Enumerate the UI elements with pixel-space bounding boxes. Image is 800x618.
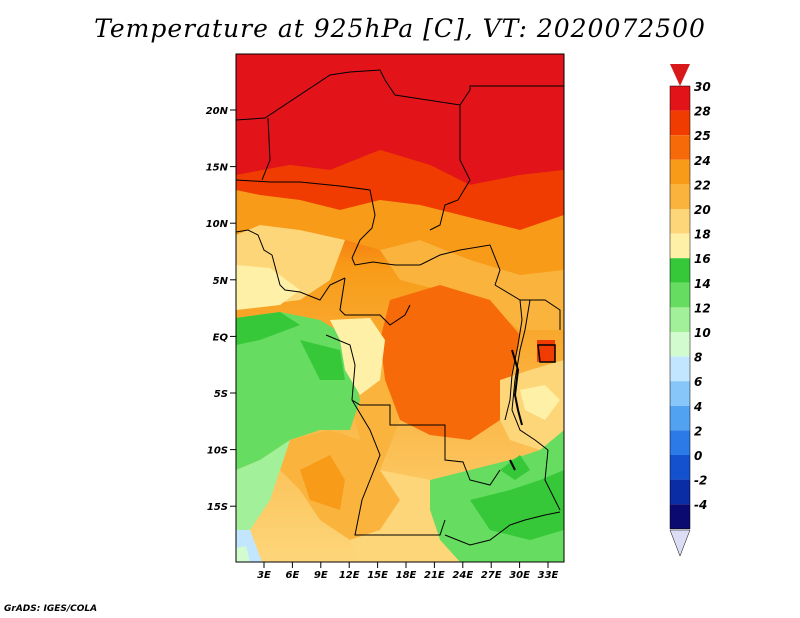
colorbar-swatch (670, 159, 690, 185)
colorbar-swatch (670, 282, 690, 308)
border-lines (236, 69, 564, 546)
colorbar-top-arrow (670, 64, 690, 86)
colorbar-label: 14 (694, 277, 711, 291)
colorbar-label: 6 (694, 375, 702, 389)
colorbar-swatch (670, 233, 690, 259)
colorbar-label: 20 (694, 203, 711, 217)
colorbar-label: 0 (694, 449, 702, 463)
lon-tick-label: 9E (314, 570, 328, 581)
colorbar-swatch (670, 381, 690, 406)
lon-tick-label: 3E (257, 570, 271, 581)
lon-tick-label: 18E (396, 570, 417, 581)
colorbar-label: 22 (694, 178, 711, 192)
colorbar-swatch (670, 356, 690, 382)
lat-tick-label: 15N (206, 163, 229, 174)
colorbar-swatch (670, 110, 690, 136)
latitude-axis: 20N 15N 10N 5N EQ 5S 10S 15S (206, 106, 236, 513)
colorbar-label: 16 (694, 252, 711, 266)
temperature-field (236, 54, 564, 562)
lon-tick-label: 12E (339, 570, 360, 581)
lat-tick-label: EQ (213, 332, 229, 343)
colorbar-label: -2 (694, 474, 707, 488)
colorbar-label: 18 (694, 228, 711, 242)
lon-tick-label: 24E (452, 570, 473, 581)
colorbar-label: -4 (694, 498, 707, 512)
colorbar-swatch (670, 479, 690, 505)
longitude-axis: 3E 6E 9E 12E 15E 18E 21E 24E 27E 30E 33E (257, 562, 559, 581)
lat-tick-label: 10S (207, 446, 228, 457)
colorbar-outline (669, 85, 691, 530)
colorbar-swatch (670, 455, 690, 480)
colorbar-swatch (670, 209, 690, 234)
lat-tick-label: 15S (207, 502, 228, 513)
lat-tick-label: 5S (214, 389, 228, 400)
chart-title: Temperature at 925hPa [C], VT: 202007250… (94, 14, 706, 43)
colorbar-label: 4 (693, 400, 702, 414)
colorbar-label: 28 (694, 105, 711, 119)
lon-tick-label: 6E (286, 570, 300, 581)
colorbar-label: 24 (694, 154, 711, 168)
lon-tick-label: 33E (538, 570, 559, 581)
lat-tick-label: 10N (206, 219, 229, 230)
colorbar-swatch (670, 405, 690, 431)
colorbar-label: 8 (694, 351, 702, 365)
credit-label: GrADS: IGES/COLA (4, 604, 98, 614)
colorbar-swatch (670, 332, 690, 357)
colorbar-label: 2 (694, 424, 702, 438)
lat-tick-label: 20N (206, 106, 229, 117)
colorbar-swatch (670, 86, 690, 111)
colorbar-label: 30 (694, 80, 711, 94)
lon-tick-label: 30E (509, 570, 530, 581)
colorbar-swatch (670, 307, 690, 332)
colorbar-label: 12 (694, 301, 711, 315)
colorbar-swatch (670, 430, 690, 455)
colorbar-swatch (670, 504, 690, 529)
map-frame (235, 53, 565, 563)
colorbar-bottom-arrow (669, 529, 691, 557)
colorbar-label: 25 (694, 129, 711, 143)
lon-tick-label: 21E (424, 570, 445, 581)
lon-tick-label: 27E (481, 570, 502, 581)
lat-tick-label: 5N (213, 276, 229, 287)
colorbar-swatch (670, 135, 690, 160)
lake-outlines (509, 344, 556, 471)
colorbar-swatch (670, 184, 690, 209)
colorbar-swatch (670, 258, 690, 283)
colorbar-label: 10 (694, 326, 711, 340)
lon-tick-label: 15E (367, 570, 388, 581)
